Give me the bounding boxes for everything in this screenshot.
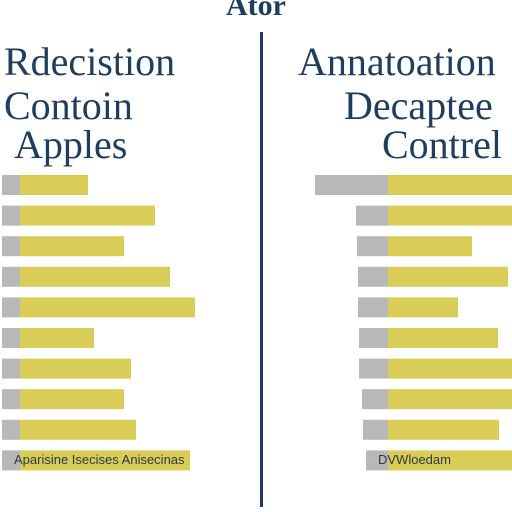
chart-2-gray-bar-8 (362, 389, 388, 410)
chart-2-gray-bar-2 (356, 205, 388, 226)
chart-2-yellow-bar-6 (388, 328, 498, 348)
chart-1-gray-bar-5 (2, 297, 20, 318)
chart-1-gray-bar-9 (2, 419, 20, 440)
chart-1-gray-bar-2 (2, 205, 20, 226)
chart-2-gray-bar-5 (358, 297, 388, 318)
chart-1-yellow-bar-9 (20, 419, 136, 440)
right-heading-line-1: Annatoation (298, 39, 496, 84)
right-footer-label: DVWloedam (378, 452, 451, 467)
chart-2-yellow-bar-3 (388, 236, 472, 257)
chart-2-gray-bar-1 (315, 175, 388, 195)
chart-1-yellow-bar-2 (20, 205, 155, 226)
left-heading-line-3: Apples (14, 122, 128, 167)
chart-2-yellow-bar-9 (388, 419, 499, 440)
chart-2-yellow-bar-10 (388, 450, 512, 471)
chart-1-yellow-bar-5 (20, 297, 195, 318)
chart-2-yellow-bar-4 (388, 266, 508, 287)
chart-1-gray-bar-4 (2, 266, 20, 287)
chart-1-yellow-bar-1 (20, 175, 88, 195)
page-title: Ator (226, 0, 286, 22)
chart-2-gray-bar-4 (358, 266, 388, 287)
left-heading-line-2: Contoin (4, 83, 133, 128)
chart-1-gray-bar-8 (2, 389, 20, 410)
left-footer-label: Aparisine Isecises Anisecinas (14, 452, 185, 467)
right-heading-line-3: Contrel (382, 122, 502, 167)
chart-2-yellow-bar-7 (388, 358, 512, 379)
chart-2-gray-bar-6 (359, 328, 388, 348)
chart-1-yellow-bar-4 (20, 266, 170, 287)
chart-1-yellow-bar-6 (20, 328, 94, 348)
chart-2-yellow-bar-2 (388, 205, 512, 226)
chart-1-gray-bar-1 (2, 175, 20, 195)
chart-2-gray-bar-7 (359, 358, 388, 379)
center-divider (260, 32, 263, 507)
left-heading-line-1: Rdecistion (4, 39, 176, 84)
chart-1-gray-bar-6 (2, 328, 20, 348)
chart-2-gray-bar-10 (366, 450, 388, 471)
chart-2-gray-bar-9 (363, 419, 388, 440)
chart-2-yellow-bar-1 (388, 175, 512, 195)
chart-2-yellow-bar-8 (388, 389, 512, 410)
right-heading-line-2: Decaptee (344, 83, 493, 128)
chart-1-yellow-bar-8 (20, 389, 124, 410)
chart-1-yellow-bar-3 (20, 236, 124, 257)
chart-2-gray-bar-3 (357, 236, 388, 257)
chart-1-gray-bar-3 (2, 236, 20, 257)
chart-2-yellow-bar-5 (388, 297, 458, 318)
chart-1-gray-bar-7 (2, 358, 20, 379)
chart-1-gray-bar-10 (2, 450, 20, 471)
chart-1-yellow-bar-7 (20, 358, 131, 379)
chart-1-yellow-bar-10 (20, 450, 190, 471)
